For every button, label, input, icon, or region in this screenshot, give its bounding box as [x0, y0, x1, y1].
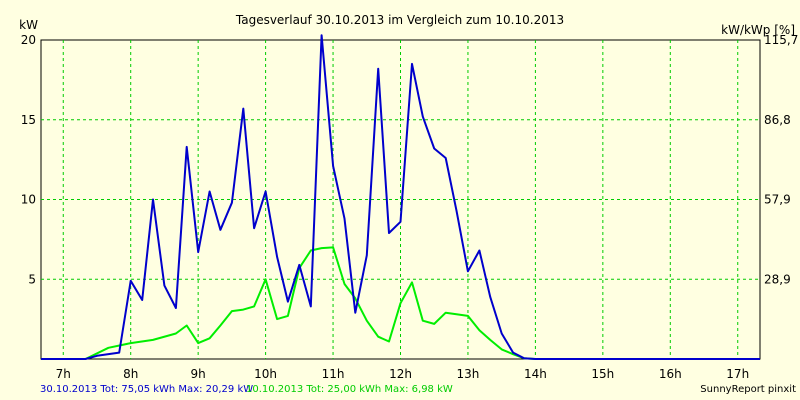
x-tick-label-4: 11h [322, 367, 345, 381]
y-tick-label-right-2: 86,8 [764, 113, 791, 127]
series-line-1 [41, 34, 760, 360]
legend-series-1: 30.10.2013 Tot: 75,05 kWh Max: 20,29 kW [40, 384, 253, 395]
grid-layer [41, 40, 760, 359]
y-tick-label-right-0: 28,9 [764, 272, 791, 286]
legend-series-2: 10.10.2013 Tot: 25,00 kWh Max: 6,98 kW [246, 384, 453, 395]
x-tick-label-1: 8h [123, 367, 138, 381]
x-tick-label-9: 16h [659, 367, 682, 381]
x-tick-label-6: 13h [457, 367, 480, 381]
x-tick-label-8: 15h [591, 367, 614, 381]
x-tick-label-3: 10h [254, 367, 277, 381]
y-axis-right-label: kW/kWp [%] [721, 23, 795, 37]
y-tick-label-left-3: 20 [21, 33, 36, 47]
x-tick-label-0: 7h [56, 367, 71, 381]
series-line-2 [41, 246, 760, 360]
y-tick-label-left-0: 5 [28, 272, 36, 286]
footer-credit: SunnyReport pinxit [700, 384, 796, 395]
y-tick-label-left-2: 15 [21, 113, 36, 127]
x-tick-label-5: 12h [389, 367, 412, 381]
x-tick-label-7: 14h [524, 367, 547, 381]
series-layer [41, 34, 760, 360]
x-tick-label-10: 17h [726, 367, 749, 381]
y-axis-left-label: kW [19, 18, 38, 32]
y-tick-label-right-1: 57,9 [764, 193, 791, 207]
chart-title: Tagesverlauf 30.10.2013 im Vergleich zum… [235, 13, 564, 27]
y-tick-label-left-1: 10 [21, 193, 36, 207]
x-tick-label-2: 9h [191, 367, 206, 381]
ticks-layer: 7h 8h 9h 10h 11h 12h 13h 14h 15h 16h 17h 5 10 15 20 28,… [21, 33, 799, 381]
y-tick-label-right-3: 115,7 [764, 33, 798, 47]
